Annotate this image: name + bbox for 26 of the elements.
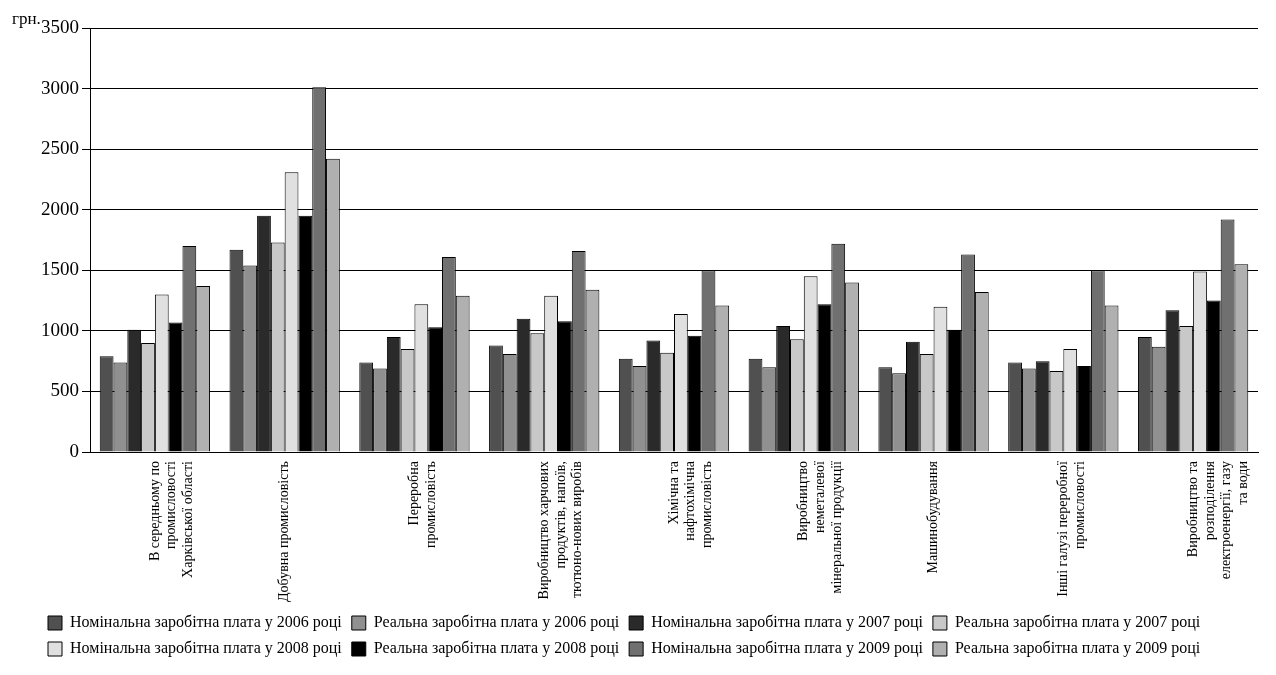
y-tick-label: 2000 — [41, 197, 79, 219]
legend-label: Номінальна заробітна плата у 2006 році — [70, 613, 343, 632]
y-tick-label: 0 — [69, 440, 79, 462]
y-tick-label: 2500 — [41, 137, 79, 159]
x-tick-label: Хімічна та нафтохімічна промисловість — [665, 460, 715, 549]
x-tick-label: Машинобудування — [925, 460, 941, 574]
x-tick-label: В середньому по промисловості Харківської області — [146, 460, 196, 578]
legend-label: Реальна заробітна плата у 2007 році — [954, 613, 1201, 632]
y-tick-label: 1000 — [41, 318, 79, 340]
y-axis-title: грн. — [12, 9, 41, 29]
y-tick-label: 500 — [50, 379, 79, 401]
x-tick-label: Інші галузі переробної промисловості — [1055, 460, 1087, 597]
bar — [168, 322, 183, 452]
x-tick-label: Добувна промисловість — [276, 461, 292, 602]
legend-label: Реальна заробітна плата у 2008 році — [373, 639, 620, 658]
y-tick-label: 1500 — [41, 258, 79, 280]
y-tick-label: 3000 — [41, 76, 79, 98]
legend-label: Номінальна заробітна плата у 2008 році — [70, 639, 343, 658]
legend-label: Номінальна заробітна плата у 2009 році — [651, 639, 924, 658]
legend-label: Реальна заробітна плата у 2009 році — [954, 639, 1201, 658]
x-tick-label: Виробництво та розподілення електроенергії, газу та води — [1184, 460, 1251, 580]
x-tick-label: Переробна промисловість — [406, 460, 438, 549]
bar — [817, 304, 832, 452]
legend-label: Номінальна заробітна плата у 2007 році — [651, 613, 924, 632]
legend-label: Реальна заробітна плата у 2006 році — [373, 613, 620, 632]
y-tick-label: 3500 — [41, 15, 79, 37]
